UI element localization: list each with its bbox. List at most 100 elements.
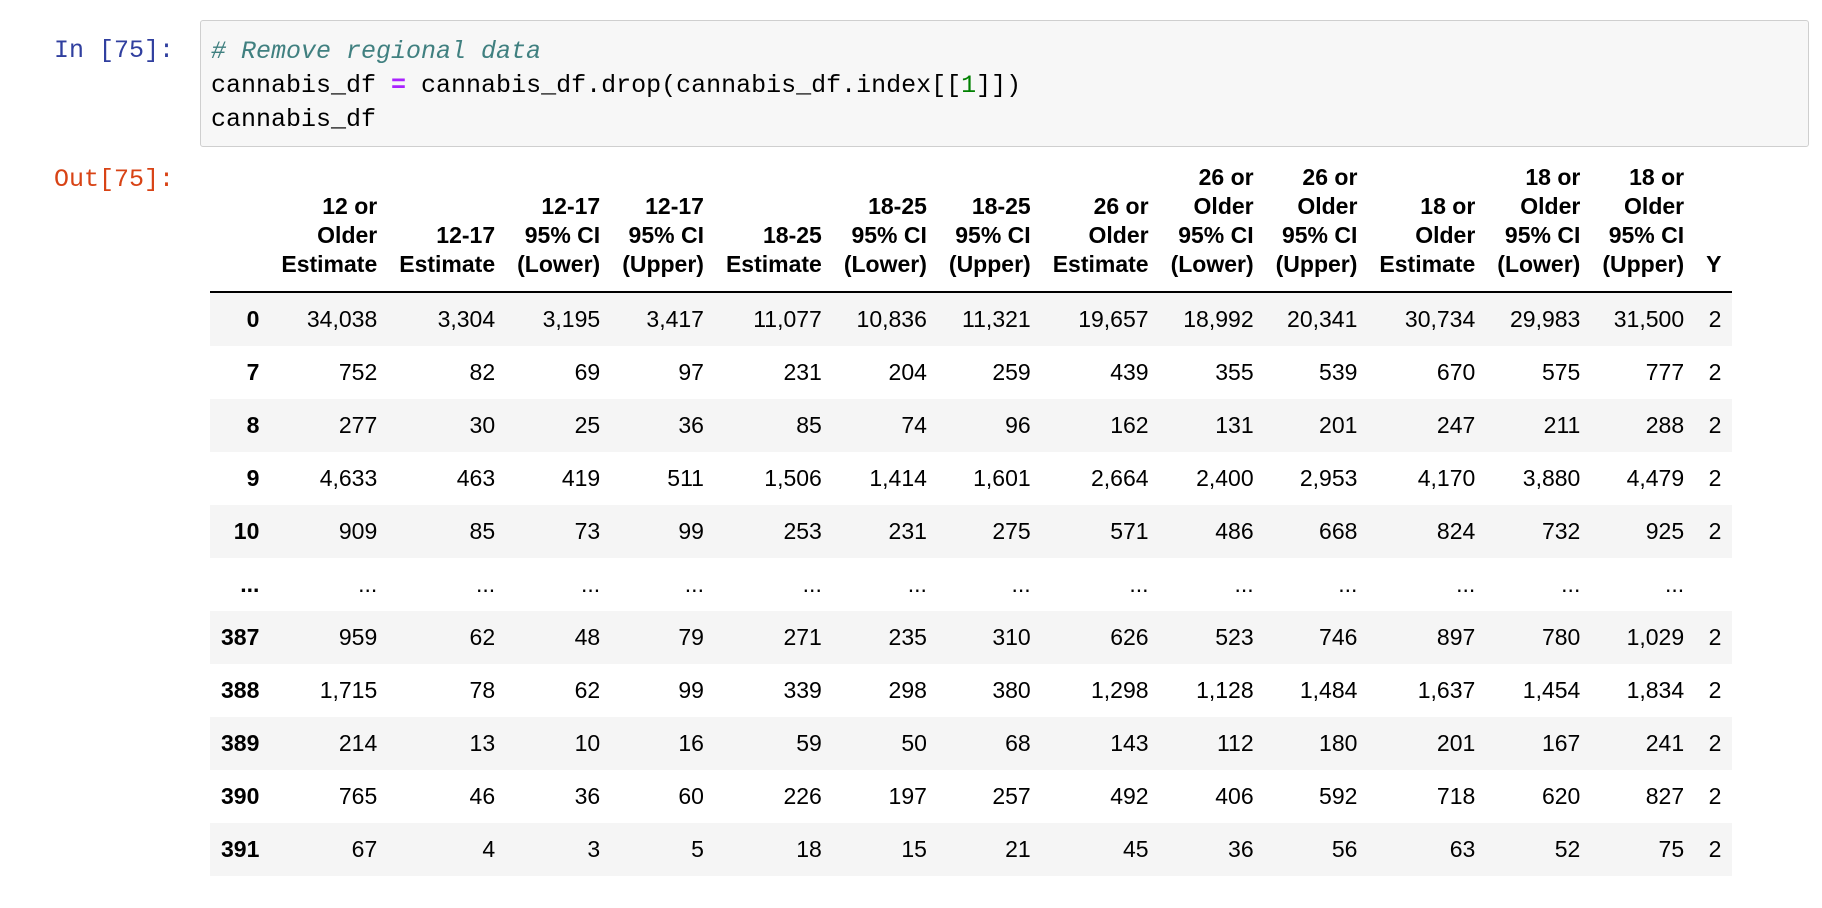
table-cell: 201 [1436,730,1476,756]
table-cell: ... [1234,571,1254,597]
table-cell: 162 [1110,412,1149,438]
table-cell: 143 [1110,730,1149,756]
table-cell: 824 [1436,518,1476,544]
column-header: 18-25 Estimate [725,222,822,277]
table-row: 388 1,715 78 62 99 339 298 380 1,298 1,128 1,484 1,… [210,664,1732,717]
row-index: 9 [246,465,260,491]
table-cell: 897 [1436,624,1476,650]
table-cell: ... [1561,571,1581,597]
table-cell: 15 [901,836,927,862]
table-cell: 50 [901,730,927,756]
table-cell: 752 [338,359,378,385]
table-cell: 197 [888,783,927,809]
table-cell: 2 [1708,306,1722,332]
table-cell: 1,128 [1196,677,1254,703]
table-cell: 777 [1645,359,1685,385]
table-cell: ... [1129,571,1149,597]
table-cell: 31,500 [1613,306,1685,332]
table-cell: 99 [678,518,704,544]
table-cell: 746 [1319,624,1358,650]
table-cell: 2 [1708,359,1722,385]
table-cell: 74 [901,412,927,438]
table-cell: 732 [1541,518,1581,544]
table-cell: 131 [1215,412,1254,438]
table-cell: 85 [469,518,496,544]
table-cell: ... [1664,571,1685,597]
table-cell: 69 [574,359,601,385]
table-cell: 380 [992,677,1031,703]
table-row: 387 959 62 48 79 271 235 310 626 523 746 897 780 1,02… [210,611,1733,664]
table-cell: ... [684,571,704,597]
table-cell: 10 [574,730,601,756]
table-cell: 419 [561,465,601,491]
table-cell: 19,657 [1078,306,1149,332]
table-cell: 2 [1708,836,1722,862]
table-cell: 2 [1708,624,1722,650]
table-cell: 2 [1708,677,1722,703]
table-cell: 231 [783,359,822,385]
table-cell: 59 [796,730,822,756]
table-cell: 2 [1708,518,1722,544]
table-cell: 1,834 [1626,677,1685,703]
table-cell: 18 [796,836,822,862]
table-cell: 1,506 [764,465,822,491]
table-cell: 2,400 [1196,465,1254,491]
code-comment: # Remove regional data [211,37,542,66]
table-row: 8 277 30 25 36 85 74 96 162 131 201 247 211 288 2 [210,399,1733,452]
table-cell: 25 [574,412,601,438]
table-cell: 48 [574,624,601,650]
table-cell: 235 [888,624,927,650]
table-cell: 1,298 [1091,677,1149,703]
input-prompt: In [75]: [54,36,175,65]
table-cell: 45 [1122,836,1149,862]
table-header: 12 or Older Estimate 12-17 Estimate 12-17 95% … [210,160,1733,292]
table-cell: 1,601 [973,465,1031,491]
table-row: 7 752 82 69 97 231 204 259 439 355 539 670 575 777 2 [210,346,1732,399]
table-cell: 486 [1215,518,1254,544]
table-cell: 211 [1543,412,1581,438]
table-cell: 18,992 [1183,306,1254,332]
table-cell: 718 [1436,783,1476,809]
table-cell: 21 [1005,836,1031,862]
table-cell: 167 [1541,730,1581,756]
table-cell: 82 [469,359,496,385]
table-cell: 827 [1645,783,1685,809]
table-cell: 231 [888,518,927,544]
row-index: 389 [221,730,260,756]
table-cell: 626 [1110,624,1149,650]
table-cell: 4,633 [319,465,378,491]
table-cell: 620 [1541,783,1581,809]
table-cell [1695,558,1732,611]
table-cell: 571 [1110,518,1149,544]
column-header: 26 or Older Estimate [1052,193,1149,277]
table-cell: 96 [1005,412,1031,438]
column-header: Y [1706,251,1722,277]
code-assign-operator: = [391,71,407,100]
table-cell: 310 [992,624,1031,650]
table-cell: 1,029 [1626,624,1685,650]
column-header: 12-17 95% CI (Lower) [517,193,601,277]
table-row: 9 4,633 463 419 511 1,506 1,414 1,601 2,664 2,400… [210,452,1732,505]
table-cell: 36 [1228,836,1254,862]
table-cell: 2 [1708,730,1722,756]
table-cell: 63 [1449,836,1476,862]
table-cell: 1,715 [319,677,378,703]
row-index: 388 [221,677,260,703]
table-cell: 112 [1216,730,1254,756]
table-cell: 3 [587,836,601,862]
table-cell: 52 [1554,836,1581,862]
code-editor[interactable]: # Remove regional data cannabis_df = can… [200,20,1809,147]
column-header: 12 or Older Estimate [281,193,378,277]
table-body: 0 34,038 3,304 3,195 3,417 11,077 10,836 11,321… [210,292,1733,876]
table-cell: 46 [469,783,496,809]
table-cell: 214 [338,730,378,756]
table-row: ........................................… [210,558,1733,611]
column-header: 18-25 95% CI (Lower) [843,193,927,277]
table-cell: 60 [678,783,704,809]
dataframe-output[interactable]: 12 or Older Estimate 12-17 Estimate 12-17 95% … [210,160,1810,908]
table-cell: 29,983 [1509,306,1581,332]
table-cell: 62 [574,677,601,703]
code-line-2a: cannabis_df [211,71,392,100]
column-header: 18 or Older 95% CI (Upper) [1602,164,1685,277]
table-cell: 226 [783,783,822,809]
